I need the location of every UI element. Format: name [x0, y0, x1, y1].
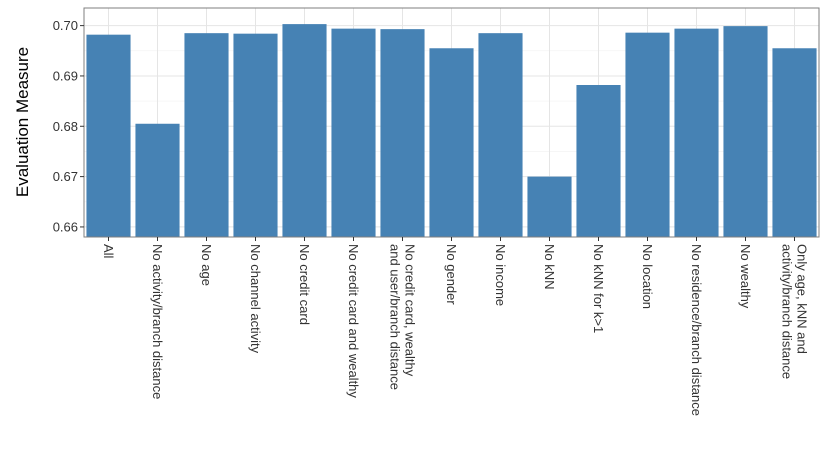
bar: [331, 28, 376, 238]
svg-text:No credit card: No credit card: [297, 244, 312, 325]
svg-text:All: All: [101, 244, 116, 259]
bar: [86, 34, 131, 237]
x-tick-label: No kNN: [542, 244, 557, 290]
svg-text:No location: No location: [640, 244, 655, 309]
x-tick-label: No income: [493, 244, 508, 306]
svg-text:No kNN: No kNN: [542, 244, 557, 290]
x-tick-label: No credit card, wealthyand user/branch d…: [388, 244, 418, 390]
svg-text:No age: No age: [199, 244, 214, 286]
y-tick-label: 0.68: [53, 119, 78, 134]
x-tick-label: All: [101, 244, 116, 259]
bar: [184, 33, 229, 237]
bar: [625, 32, 670, 238]
svg-text:No income: No income: [493, 244, 508, 306]
x-tick-label: No kNN for k>1: [591, 244, 606, 333]
bar: [282, 24, 327, 237]
x-tick-label: No location: [640, 244, 655, 309]
x-tick-label: No credit card and wealthy: [346, 244, 361, 398]
y-tick-label: 0.69: [53, 68, 78, 83]
svg-text:No credit card, wealthyand use: No credit card, wealthyand user/branch d…: [388, 244, 418, 390]
bars: [86, 24, 817, 238]
x-tick-label: No channel activity: [248, 244, 263, 354]
svg-text:No credit card and wealthy: No credit card and wealthy: [346, 244, 361, 398]
bar: [135, 123, 180, 237]
bar: [723, 26, 768, 237]
bar: [380, 29, 425, 238]
bar: [674, 28, 719, 238]
bar: [233, 33, 278, 237]
x-tick-label: No residence/branch distance: [689, 244, 704, 416]
bar: [527, 176, 572, 237]
svg-text:No gender: No gender: [444, 244, 459, 305]
x-tick-label: No age: [199, 244, 214, 286]
x-axis: All No activity/branch distance No age No c…: [101, 237, 810, 416]
bar: [429, 48, 474, 238]
svg-text:No channel activity: No channel activity: [248, 244, 263, 354]
x-tick-label: No activity/branch distance: [150, 244, 165, 399]
bar: [478, 33, 523, 237]
bar: [772, 48, 817, 238]
svg-text:No activity/branch distance: No activity/branch distance: [150, 244, 165, 399]
y-tick-label: 0.67: [53, 169, 78, 184]
x-tick-label: No gender: [444, 244, 459, 305]
x-tick-label: No credit card: [297, 244, 312, 325]
svg-text:No kNN for k>1: No kNN for k>1: [591, 244, 606, 333]
svg-text:Only age, kNN andactivity/bran: Only age, kNN andactivity/branch distanc…: [780, 244, 810, 379]
y-axis: 0.66 0.67 0.68 0.69 0.70: [53, 18, 84, 234]
bar: [576, 85, 621, 237]
x-tick-label: Only age, kNN andactivity/branch distanc…: [780, 244, 810, 379]
y-axis-title: Evaluation Measure: [13, 47, 32, 197]
svg-text:No residence/branch distance: No residence/branch distance: [689, 244, 704, 416]
y-tick-label: 0.66: [53, 219, 78, 234]
x-tick-label: No wealthy: [738, 244, 753, 309]
svg-text:No wealthy: No wealthy: [738, 244, 753, 309]
y-tick-label: 0.70: [53, 18, 78, 33]
